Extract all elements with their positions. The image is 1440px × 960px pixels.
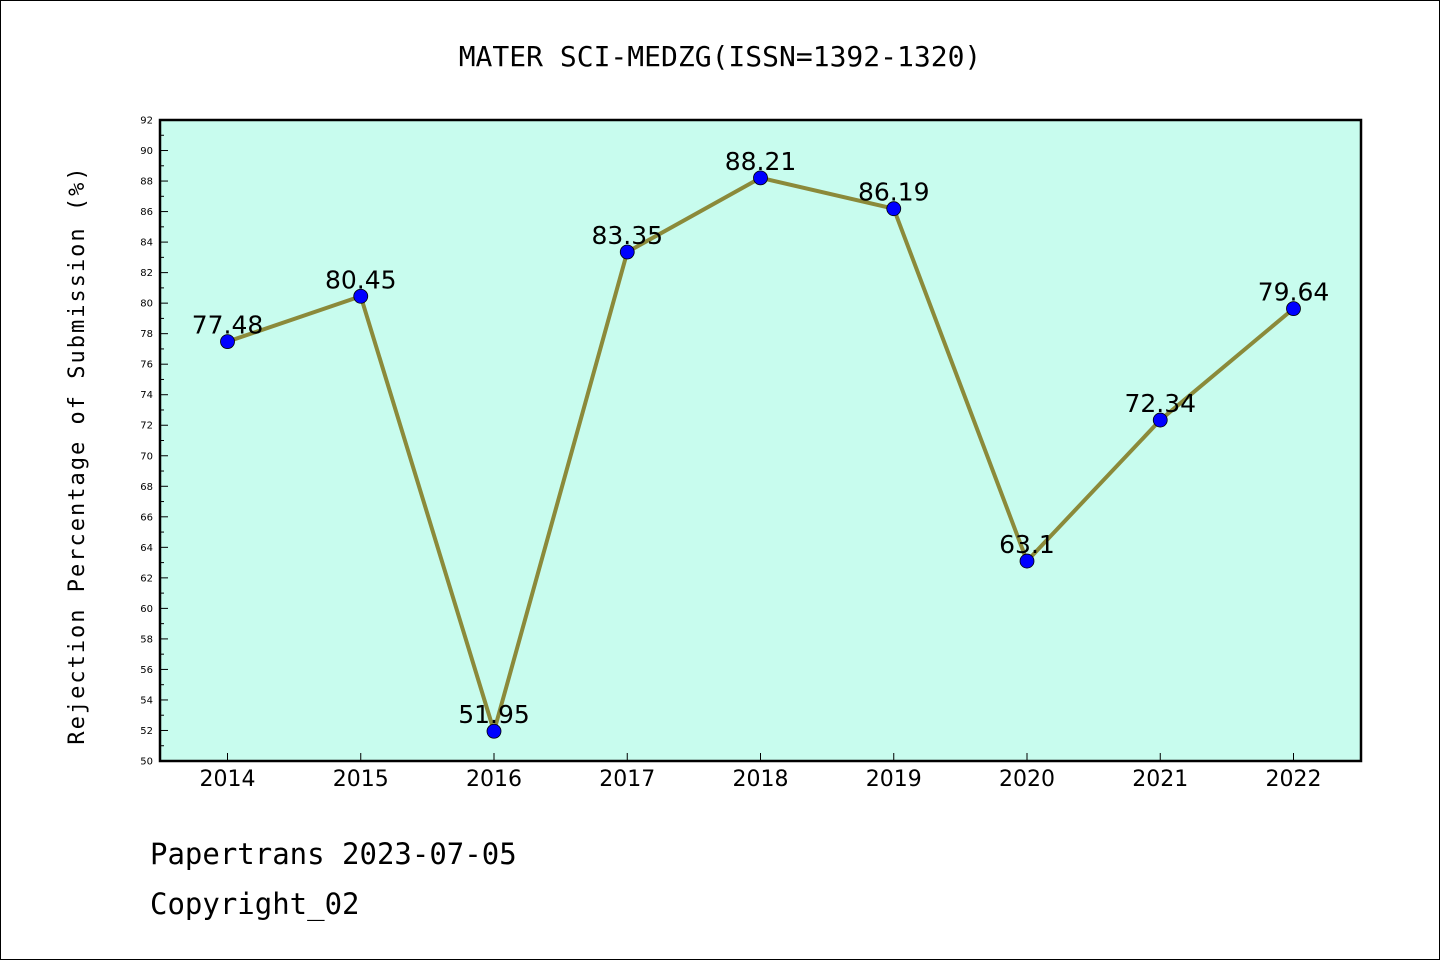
data-label: 88.21 <box>725 147 797 176</box>
data-label: 63.1 <box>999 530 1055 559</box>
y-tick-label: 72 <box>140 421 153 432</box>
x-tick-label: 2017 <box>599 767 655 792</box>
footer-date: Papertrans 2023-07-05 <box>150 837 517 871</box>
x-tick-label: 2019 <box>866 767 922 792</box>
data-point <box>220 334 235 350</box>
data-point <box>753 170 768 186</box>
y-tick-label: 80 <box>140 299 153 310</box>
y-tick-label: 58 <box>140 634 153 645</box>
data-labels-group: 77.48 80.45 51.95 83.35 88.21 86.19 63.1 72.34 7… <box>192 147 1330 729</box>
data-label: 86.19 <box>858 178 930 207</box>
chart-title: MATER SCI-MEDZG(ISSN=1392-1320) <box>459 40 982 73</box>
data-label: 77.48 <box>192 311 264 340</box>
data-point <box>886 201 902 217</box>
y-tick-label: 50 <box>140 757 153 768</box>
data-point <box>1286 301 1301 317</box>
y-tick-label: 92 <box>140 116 153 127</box>
data-label: 72.34 <box>1124 389 1196 418</box>
x-tick-label: 2018 <box>733 767 789 792</box>
data-point <box>1152 412 1168 428</box>
y-axis-label: Rejection Percentage of Submission (%) <box>65 165 90 744</box>
y-tick-label: 76 <box>140 360 153 371</box>
y-tick-label: 74 <box>140 390 153 401</box>
x-tick-label: 2020 <box>999 767 1055 792</box>
y-tick-label: 54 <box>140 695 153 706</box>
data-label: 51.95 <box>458 700 530 729</box>
footer-copyright: Copyright_02 <box>150 887 360 922</box>
x-axis-ticks: 2014 2015 2016 2017 2018 2019 2020 2021 2022 <box>200 753 1322 792</box>
data-point <box>486 723 502 739</box>
data-label: 79.64 <box>1258 278 1330 307</box>
x-tick-label: 2016 <box>466 767 522 792</box>
y-tick-label: 88 <box>140 177 153 188</box>
data-point <box>1019 553 1035 569</box>
data-point <box>353 288 369 304</box>
data-point <box>619 244 635 260</box>
markers-group <box>220 170 1301 739</box>
data-label: 83.35 <box>591 221 663 250</box>
y-tick-label: 60 <box>140 604 153 615</box>
y-tick-label: 56 <box>140 665 153 676</box>
y-tick-label: 86 <box>140 207 153 218</box>
y-tick-label: 82 <box>140 268 153 279</box>
x-tick-label: 2014 <box>200 767 256 792</box>
y-tick-label: 66 <box>140 512 153 523</box>
x-tick-label: 2022 <box>1266 767 1322 792</box>
y-tick-label: 52 <box>140 726 153 737</box>
y-axis-ticks: 50 52 54 56 58 60 62 64 66 68 70 72 74 76 78 80 82 84 86 88… <box>140 116 168 768</box>
y-tick-label: 90 <box>140 146 153 157</box>
plot-area <box>158 118 1363 763</box>
y-tick-label: 78 <box>140 329 153 340</box>
x-tick-label: 2015 <box>333 767 389 792</box>
y-tick-label: 68 <box>140 482 153 493</box>
y-tick-label: 62 <box>140 573 153 584</box>
y-tick-label: 70 <box>140 451 153 462</box>
x-tick-label: 2021 <box>1132 767 1188 792</box>
data-label: 80.45 <box>325 265 397 294</box>
y-tick-label: 64 <box>140 543 153 554</box>
y-tick-label: 84 <box>140 238 153 249</box>
